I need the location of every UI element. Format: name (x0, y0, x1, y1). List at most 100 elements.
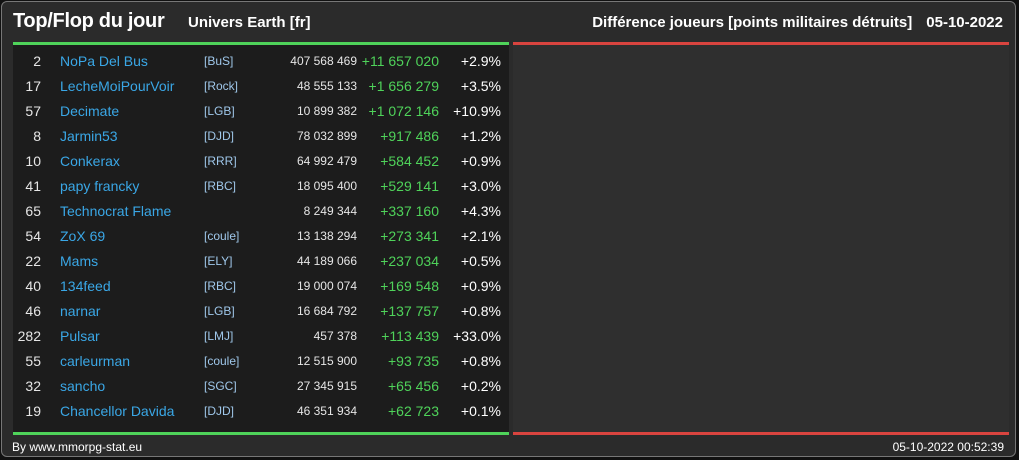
player-points: 46 351 934 (296, 404, 357, 418)
percent-change: +0.1% (460, 403, 501, 419)
alliance-tag[interactable]: [ELY] (204, 254, 233, 268)
player-rank: 54 (25, 228, 41, 244)
player-name-link[interactable]: Pulsar (60, 328, 100, 344)
header-date: 05-10-2022 (926, 14, 1003, 31)
player-rank: 17 (25, 78, 41, 94)
percent-change: +0.8% (460, 353, 501, 369)
top-players-panel: 2 NoPa Del Bus [BuS] 407 568 469 +11 657 020… (13, 45, 509, 432)
universe-label: Univers Earth [fr] (188, 14, 311, 31)
points-difference: +1 072 146 (368, 103, 439, 119)
top-players-list: 2 NoPa Del Bus [BuS] 407 568 469 +11 657 020… (13, 49, 509, 424)
player-row: 2 NoPa Del Bus [BuS] 407 568 469 +11 657 020… (13, 49, 509, 74)
percent-change: +1.2% (460, 128, 501, 144)
alliance-tag[interactable]: [LGB] (204, 104, 235, 118)
player-name-link[interactable]: papy francky (60, 178, 140, 194)
player-name-link[interactable]: Mams (60, 253, 99, 269)
points-difference: +93 735 (388, 353, 439, 369)
points-difference: +1 656 279 (368, 78, 439, 94)
points-difference: +584 452 (380, 153, 439, 169)
points-difference: +169 548 (380, 278, 439, 294)
player-name-link[interactable]: ZoX 69 (60, 228, 106, 244)
player-points: 10 899 382 (296, 104, 357, 118)
player-rank: 10 (25, 153, 41, 169)
player-rank: 22 (25, 253, 41, 269)
flop-players-panel (513, 45, 1009, 432)
alliance-tag[interactable]: [RBC] (204, 179, 237, 193)
percent-change: +2.9% (460, 53, 501, 69)
player-points: 407 568 469 (290, 54, 357, 68)
percent-change: +2.1% (460, 228, 501, 244)
player-row: 8 Jarmin53 [DJD] 78 032 899 +917 486 +1.2% (13, 124, 509, 149)
points-difference: +237 034 (380, 253, 439, 269)
points-difference: +337 160 (380, 203, 439, 219)
player-points: 18 095 400 (296, 179, 357, 193)
player-row: 32 sancho [SGC] 27 345 915 +65 456 +0.2% (13, 374, 509, 399)
footer-credit[interactable]: By www.mmorpg-stat.eu (12, 440, 143, 454)
player-row: 10 Conkerax [RRR] 64 992 479 +584 452 +0.9% (13, 149, 509, 174)
points-difference: +529 141 (380, 178, 439, 194)
player-rank: 46 (25, 303, 41, 319)
alliance-tag[interactable]: [DJD] (204, 129, 234, 143)
player-row: 19 Chancellor Davida [DJD] 46 351 934 +62 72… (13, 399, 509, 424)
footer-timestamp: 05-10-2022 00:52:39 (892, 440, 1004, 454)
alliance-tag[interactable]: [Rock] (204, 79, 239, 93)
player-rank: 55 (25, 353, 41, 369)
alliance-tag[interactable]: [DJD] (204, 404, 234, 418)
percent-change: +3.5% (460, 78, 501, 94)
player-rank: 282 (17, 328, 41, 344)
player-rank: 57 (25, 103, 41, 119)
alliance-tag[interactable]: [LGB] (204, 304, 235, 318)
player-row: 46 narnar [LGB] 16 684 792 +137 757 +0.8% (13, 299, 509, 324)
player-rank: 41 (25, 178, 41, 194)
alliance-tag[interactable]: [LMJ] (204, 329, 234, 343)
player-rank: 2 (33, 53, 41, 69)
player-rank: 40 (25, 278, 41, 294)
player-name-link[interactable]: Chancellor Davida (60, 403, 175, 419)
player-row: 41 papy francky [RBC] 18 095 400 +529 141 +3.… (13, 174, 509, 199)
player-row: 40 134feed [RBC] 19 000 074 +169 548 +0.9% (13, 274, 509, 299)
player-points: 44 189 066 (296, 254, 357, 268)
player-points: 48 555 133 (296, 79, 357, 93)
player-rank: 65 (25, 203, 41, 219)
player-points: 16 684 792 (296, 304, 357, 318)
player-points: 13 138 294 (296, 229, 357, 243)
alliance-tag[interactable]: [coule] (204, 229, 240, 243)
player-name-link[interactable]: Jarmin53 (60, 128, 118, 144)
points-difference: +11 657 020 (361, 53, 439, 69)
alliance-tag[interactable]: [SGC] (204, 379, 237, 393)
player-row: 55 carleurman [coule] 12 515 900 +93 735 +0.8… (13, 349, 509, 374)
player-points: 64 992 479 (296, 154, 357, 168)
player-row: 282 Pulsar [LMJ] 457 378 +113 439 +33.0% (13, 324, 509, 349)
player-name-link[interactable]: Decimate (60, 103, 120, 119)
percent-change: +33.0% (453, 328, 501, 344)
top-divider-green (13, 42, 509, 45)
player-points: 27 345 915 (296, 379, 357, 393)
points-difference: +113 439 (381, 328, 439, 344)
player-row: 22 Mams [ELY] 44 189 066 +237 034 +0.5% (13, 249, 509, 274)
player-points: 457 378 (313, 329, 357, 343)
player-rank: 19 (25, 403, 41, 419)
bottom-divider-green (13, 432, 509, 435)
player-points: 78 032 899 (296, 129, 357, 143)
alliance-tag[interactable]: [coule] (204, 354, 240, 368)
player-name-link[interactable]: 134feed (60, 278, 111, 294)
player-points: 12 515 900 (296, 354, 357, 368)
player-name-link[interactable]: Conkerax (60, 153, 120, 169)
player-name-link[interactable]: sancho (60, 378, 106, 394)
points-difference: +65 456 (388, 378, 439, 394)
player-name-link[interactable]: LecheMoiPourVoir (60, 78, 175, 94)
alliance-tag[interactable]: [RBC] (204, 279, 237, 293)
metric-label: Différence joueurs [points militaires dé… (592, 14, 913, 31)
alliance-tag[interactable]: [BuS] (204, 54, 234, 68)
player-name-link[interactable]: carleurman (60, 353, 131, 369)
player-name-link[interactable]: Technocrat Flame (60, 203, 172, 219)
player-name-link[interactable]: NoPa Del Bus (60, 53, 148, 69)
alliance-tag[interactable]: [RRR] (204, 154, 237, 168)
player-name-link[interactable]: narnar (60, 303, 101, 319)
player-row: 17 LecheMoiPourVoir [Rock] 48 555 133 +1 656… (13, 74, 509, 99)
percent-change: +0.2% (460, 378, 501, 394)
flop-divider-red (513, 42, 1009, 45)
player-rank: 32 (25, 378, 41, 394)
player-points: 8 249 344 (303, 204, 357, 218)
